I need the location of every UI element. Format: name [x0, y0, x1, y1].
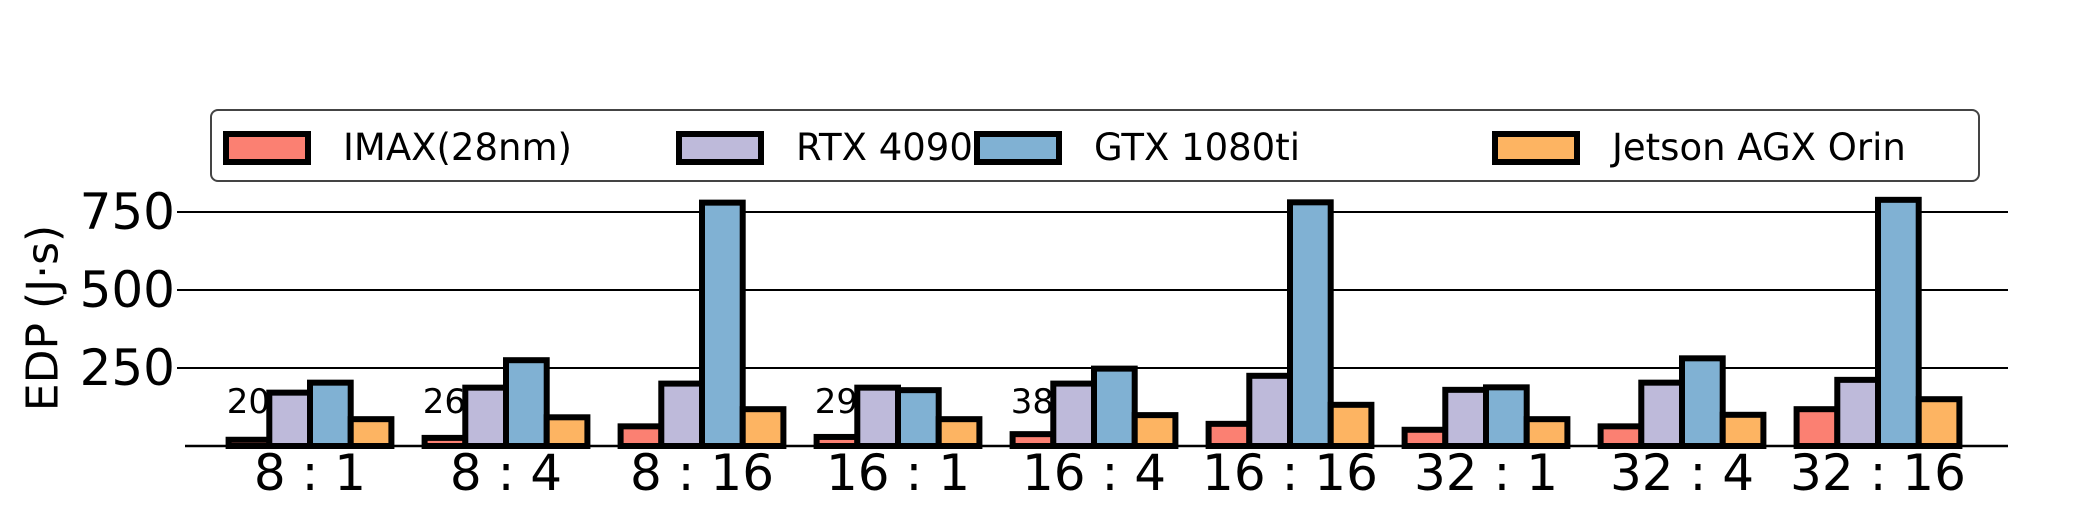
x-tick-label: 8 : 16: [629, 444, 775, 502]
bar: [503, 357, 550, 450]
bar: [307, 379, 354, 449]
bar: [895, 387, 942, 450]
x-tick-label: 8 : 1: [253, 444, 367, 502]
bar: [1483, 384, 1530, 449]
x-tick-label: 16 : 1: [825, 444, 971, 502]
bar: [1287, 199, 1334, 449]
x-tick-label: 32 : 1: [1413, 444, 1559, 502]
bar-value-annotation: 29: [814, 382, 858, 422]
bar: [1442, 386, 1490, 449]
legend-item-imax: IMAX(28nm): [223, 111, 572, 184]
y-tick-label: 250: [79, 339, 175, 397]
x-tick-label: 16 : 4: [1021, 444, 1167, 502]
legend-label: IMAX(28nm): [343, 126, 572, 169]
legend-swatch-gtx1080ti: [974, 130, 1062, 165]
bar-value-annotation: 38: [1010, 382, 1054, 422]
bar: [1327, 401, 1375, 450]
legend-item-jetson: Jetson AGX Orin: [1492, 111, 1906, 184]
bar-value-annotation: 20: [226, 382, 270, 422]
legend-label: RTX 4090: [796, 126, 973, 169]
bar: [1205, 420, 1253, 449]
bar: [1915, 396, 1963, 450]
legend-swatch-imax: [223, 130, 311, 165]
bar-value-annotation: 26: [422, 382, 466, 422]
legend-swatch-jetson: [1492, 130, 1580, 165]
bar: [854, 384, 901, 450]
legend-label: GTX 1080ti: [1094, 126, 1301, 169]
bar: [1050, 380, 1098, 450]
bar: [1638, 379, 1686, 449]
y-axis-label: EDP (J·s): [17, 224, 69, 412]
bar: [1131, 412, 1179, 449]
bar: [1719, 411, 1767, 449]
bar: [1246, 372, 1294, 449]
y-tick-label: 500: [79, 261, 175, 319]
legend-swatch-rtx4090: [676, 130, 764, 165]
x-tick-label: 8 : 4: [449, 444, 563, 502]
bar: [266, 389, 313, 450]
bar: [1875, 196, 1922, 449]
bar: [699, 199, 746, 449]
bar: [1834, 376, 1882, 449]
bars: [225, 196, 1963, 450]
bar: [543, 414, 591, 449]
y-tick-label: 750: [79, 183, 175, 241]
bar: [739, 406, 787, 449]
x-tick-label: 32 : 16: [1790, 444, 1966, 502]
legend-item-rtx4090: RTX 4090: [676, 111, 973, 184]
x-tick-label: 32 : 4: [1609, 444, 1755, 502]
bar: [1679, 355, 1726, 449]
x-tick-label: 16 : 16: [1202, 444, 1378, 502]
bar: [1793, 406, 1841, 449]
legend-label: Jetson AGX Orin: [1612, 126, 1906, 169]
bar: [462, 384, 509, 450]
legend: IMAX(28nm) RTX 4090 GTX 1080ti Jetson AG…: [210, 109, 1980, 182]
bar: [658, 380, 705, 450]
bar: [1523, 416, 1571, 449]
bar: [1091, 365, 1138, 449]
bar: [935, 416, 983, 449]
bar: [347, 416, 395, 449]
gridlines: [177, 211, 2008, 369]
legend-item-gtx1080ti: GTX 1080ti: [974, 111, 1300, 184]
